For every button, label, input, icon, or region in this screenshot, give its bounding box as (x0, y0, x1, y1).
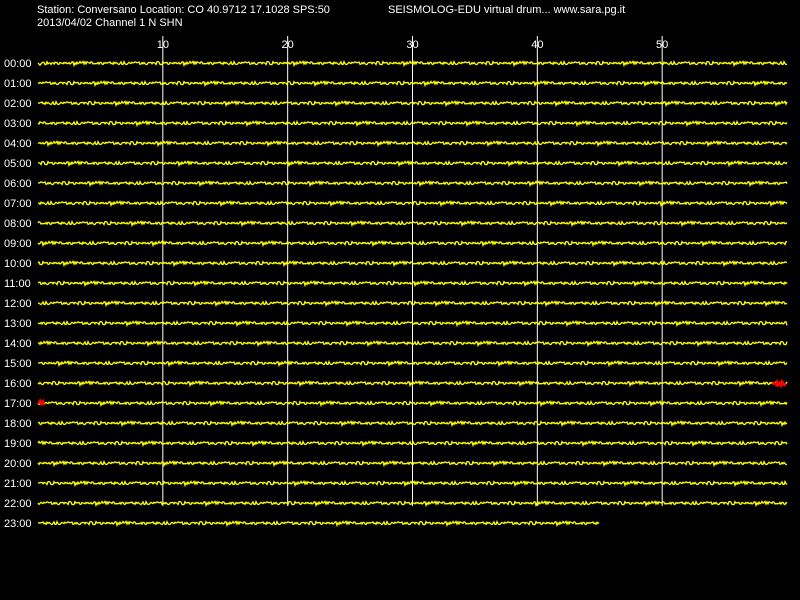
hour-label: 12:00 (4, 298, 32, 310)
hour-label: 06:00 (4, 178, 32, 190)
trace-2000 (37, 460, 788, 468)
event-marker-1700 (37, 398, 46, 406)
hour-label: 14:00 (4, 338, 32, 350)
trace-1800 (37, 420, 788, 428)
hour-label: 10:00 (4, 258, 32, 270)
hour-label: 21:00 (4, 478, 32, 490)
trace-0300 (37, 120, 788, 128)
brand-title: SEISMOLOG-EDU virtual drum... www.sara.p… (388, 4, 626, 16)
trace-2100 (38, 480, 788, 488)
trace-1600 (37, 380, 788, 388)
event-marker-1600 (771, 378, 787, 389)
date-channel: 2013/04/02 Channel 1 N SHN (37, 17, 183, 29)
trace-0900 (37, 240, 787, 248)
hour-label: 11:00 (4, 278, 31, 290)
trace-1500 (37, 360, 788, 368)
hour-label: 17:00 (4, 398, 32, 410)
x-tick-label: 10 (157, 39, 169, 51)
hour-label: 15:00 (4, 358, 32, 370)
trace-1900 (37, 440, 788, 448)
hour-label: 05:00 (4, 158, 32, 170)
hour-traces (37, 60, 788, 528)
hour-label: 01:00 (4, 78, 32, 90)
hour-label: 00:00 (4, 58, 32, 70)
trace-1000 (37, 260, 788, 268)
hour-label: 20:00 (4, 458, 32, 470)
minute-gridlines (162, 36, 663, 506)
trace-0100 (37, 80, 788, 88)
trace-0800 (37, 220, 788, 228)
x-tick-label: 20 (282, 39, 294, 51)
hour-label: 08:00 (4, 218, 32, 230)
trace-2200 (37, 500, 788, 508)
trace-0600 (37, 180, 788, 188)
trace-0200 (37, 100, 788, 108)
trace-0000 (37, 60, 788, 68)
hour-labels: 00:00 01:00 02:00 03:00 04:00 05:00 06:00 07:00… (4, 58, 32, 530)
hour-label: 18:00 (4, 418, 32, 430)
hour-label: 02:00 (4, 98, 32, 110)
x-tick-label: 30 (406, 39, 418, 51)
trace-1400 (37, 340, 788, 348)
hour-label: 03:00 (4, 118, 32, 130)
trace-1300 (37, 320, 788, 328)
trace-1200 (37, 300, 788, 308)
hour-label: 22:00 (4, 498, 32, 510)
trace-1700 (37, 400, 788, 408)
hour-label: 16:00 (4, 378, 32, 390)
hour-label: 19:00 (4, 438, 32, 450)
station-info: Station: Conversano Location: CO 40.9712… (37, 4, 330, 16)
event-markers (37, 378, 787, 406)
trace-2300 (37, 520, 600, 528)
hour-label: 23:00 (4, 518, 32, 530)
x-tick-label: 40 (531, 39, 543, 51)
minute-tick-labels: 10 20 30 40 50 (157, 39, 669, 51)
trace-0500 (37, 160, 788, 168)
hour-label: 13:00 (4, 318, 32, 330)
hour-label: 04:00 (4, 138, 32, 150)
trace-1100 (37, 280, 788, 288)
x-tick-label: 50 (656, 39, 668, 51)
hour-label: 07:00 (4, 198, 32, 210)
hour-label: 09:00 (4, 238, 32, 250)
trace-0400 (37, 140, 788, 148)
trace-0700 (37, 200, 788, 208)
